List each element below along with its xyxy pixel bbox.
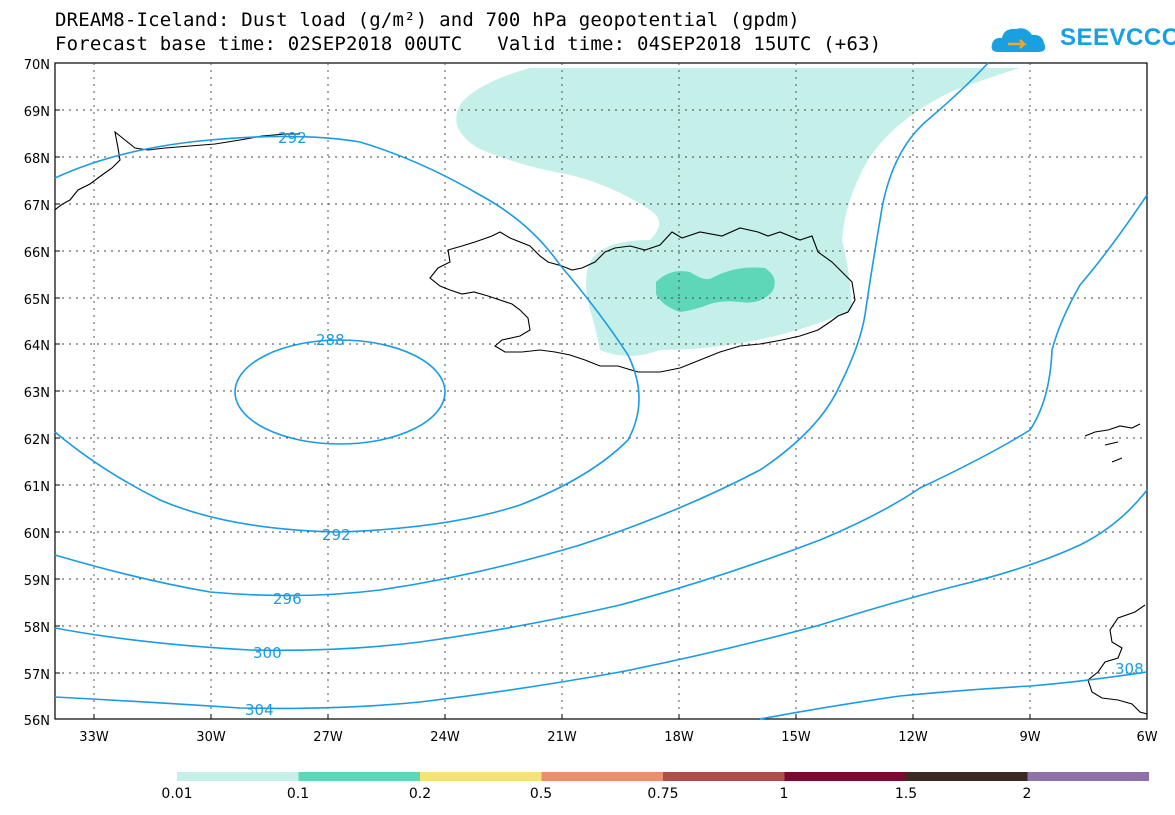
dust-area-light xyxy=(456,68,1021,356)
lon-label: 18W xyxy=(664,730,694,745)
map-title-line2: Forecast base time: 02SEP2018 00UTC Vali… xyxy=(55,33,882,55)
logo-text: SEEVCCC xyxy=(1060,24,1175,51)
contour-label-296: 296 xyxy=(273,590,302,608)
legend-label: 0.1 xyxy=(287,786,309,802)
legend-label: 0.75 xyxy=(647,786,678,802)
lon-label: 6W xyxy=(1136,730,1157,745)
contour-label-300: 300 xyxy=(253,644,282,662)
lon-label: 24W xyxy=(430,730,460,745)
lon-label: 9W xyxy=(1019,730,1040,745)
lon-label: 21W xyxy=(547,730,577,745)
lat-label: 68N xyxy=(24,152,50,167)
contour-label-292-north: 292 xyxy=(278,129,307,147)
legend-label: 2 xyxy=(1023,786,1032,802)
contour-label-308: 308 xyxy=(1115,660,1144,678)
lat-label: 66N xyxy=(24,246,50,261)
lat-label: 58N xyxy=(24,621,50,636)
legend-swatch xyxy=(420,772,542,781)
legend-label: 1 xyxy=(780,786,789,802)
legend-swatch xyxy=(298,772,420,781)
contour-292-north xyxy=(54,135,640,533)
lat-label: 59N xyxy=(24,574,50,589)
coast-faroes xyxy=(1084,423,1141,463)
coastlines xyxy=(54,130,1148,715)
lat-label: 67N xyxy=(24,199,50,214)
coast-greenland xyxy=(54,130,300,211)
map-title-line1: DREAM8-Iceland: Dust load (g/m²) and 700… xyxy=(55,9,800,31)
lat-label: 69N xyxy=(24,105,50,120)
latitude-labels: 70N 69N 68N 67N 66N 65N 64N 63N 62N 61N … xyxy=(24,58,50,729)
contour-label-288: 288 xyxy=(316,331,345,349)
contour-label-292: 292 xyxy=(322,526,351,544)
contour-300 xyxy=(54,194,1148,652)
legend-label: 0.01 xyxy=(161,786,192,802)
legend-swatch xyxy=(177,772,299,781)
lat-label: 70N xyxy=(24,58,50,73)
contour-label-304: 304 xyxy=(245,701,274,719)
axis-ticks xyxy=(55,109,1031,719)
lat-label: 56N xyxy=(24,714,50,729)
contour-288 xyxy=(234,339,446,445)
longitude-labels: 33W 30W 27W 24W 21W 18W 15W 12W 9W 6W xyxy=(79,730,1157,745)
dust-area-medium xyxy=(656,267,775,312)
coast-iceland xyxy=(429,227,856,373)
lon-label: 15W xyxy=(781,730,811,745)
lat-label: 63N xyxy=(24,386,50,401)
lon-label: 12W xyxy=(898,730,928,745)
lat-label: 60N xyxy=(24,527,50,542)
legend-swatch xyxy=(906,772,1028,781)
lat-label: 62N xyxy=(24,433,50,448)
legend-label: 1.5 xyxy=(895,786,917,802)
legend-swatch xyxy=(663,772,785,781)
lon-label: 27W xyxy=(313,730,343,745)
legend-swatch xyxy=(784,772,906,781)
legend-labels: 0.01 0.1 0.2 0.5 0.75 1 1.5 2 xyxy=(161,786,1031,802)
contour-304 xyxy=(54,489,1148,710)
geopotential-contours xyxy=(54,62,1148,720)
legend-label: 0.5 xyxy=(530,786,552,802)
contour-308 xyxy=(759,671,1148,720)
lon-label: 30W xyxy=(196,730,226,745)
color-legend xyxy=(177,772,1149,781)
coast-scotland xyxy=(1087,604,1148,715)
lat-label: 65N xyxy=(24,293,50,308)
lon-label: 33W xyxy=(79,730,109,745)
legend-swatch xyxy=(1027,772,1149,781)
grid-lines xyxy=(55,63,1147,719)
legend-swatch xyxy=(541,772,663,781)
legend-label: 0.2 xyxy=(409,786,431,802)
contour-296 xyxy=(54,62,989,597)
lat-label: 61N xyxy=(24,480,50,495)
lat-label: 64N xyxy=(24,339,50,354)
cloud-icon xyxy=(991,28,1046,52)
lat-label: 57N xyxy=(24,668,50,683)
